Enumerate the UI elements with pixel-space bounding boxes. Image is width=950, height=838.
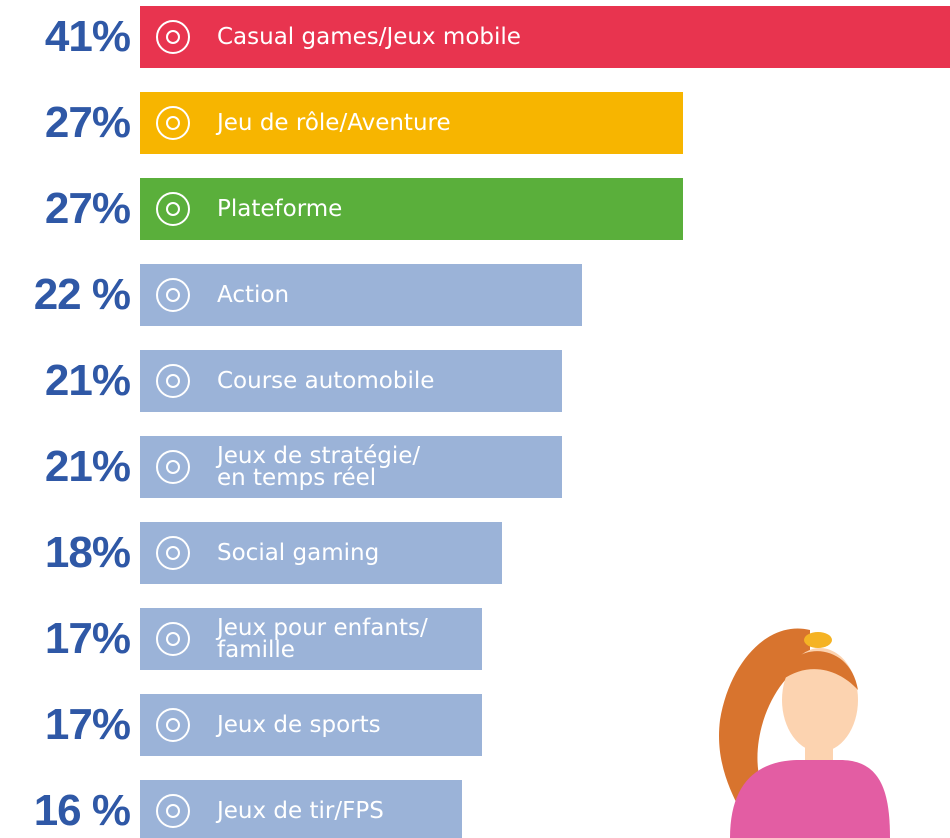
bar [140,264,582,326]
category-label: Social gaming [217,522,379,584]
category-label: Jeux de sports [217,694,381,756]
icon [148,528,198,578]
icon [148,786,198,836]
icon [148,184,198,234]
value-label: 17% [0,694,130,756]
icon [148,442,198,492]
category-label: Jeux de tir/FPS [217,780,384,838]
value-label: 17% [0,608,130,670]
value-label: 16 % [0,780,130,838]
icon [148,614,198,664]
category-label: Action [217,264,289,326]
value-label: 41% [0,6,130,68]
value-label: 21% [0,436,130,498]
category-label: Jeux pour enfants/ famille [217,608,428,670]
value-label: 21% [0,350,130,412]
icon [148,270,198,320]
category-label: Plateforme [217,178,342,240]
category-label: Jeu de rôle/Aventure [217,92,451,154]
icon [148,98,198,148]
value-label: 18% [0,522,130,584]
value-label: 27% [0,178,130,240]
icon [148,356,198,406]
category-label: Course automobile [217,350,434,412]
value-label: 27% [0,92,130,154]
category-label: Jeux de stratégie/ en temps réel [217,436,420,498]
page: {"chart_data": {"type": "bar", "orientat… [0,0,950,838]
icon [148,12,198,62]
illustration [690,620,890,838]
value-label: 22 % [0,264,130,326]
category-label: Casual games/Jeux mobile [217,6,521,68]
icon [148,700,198,750]
